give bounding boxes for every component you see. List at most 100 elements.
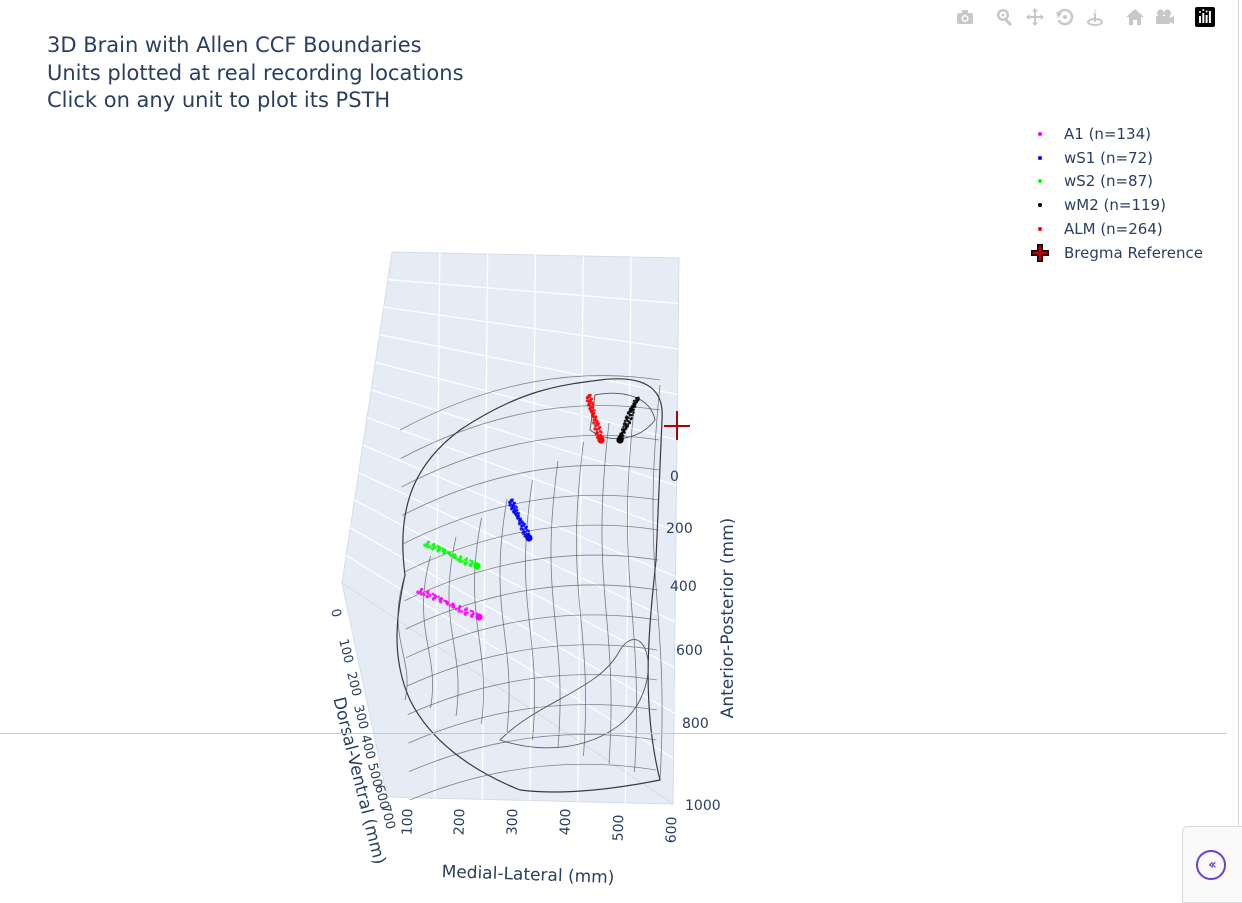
unit-point bbox=[432, 597, 435, 600]
unit-point bbox=[452, 553, 456, 557]
mesh-line bbox=[402, 464, 660, 516]
unit-point bbox=[595, 419, 599, 422]
unit-point bbox=[425, 595, 429, 599]
reset-last-view-icon[interactable] bbox=[1150, 6, 1180, 28]
unit-point bbox=[516, 516, 520, 520]
z-tick-label: 500 bbox=[364, 761, 385, 789]
unit-point bbox=[620, 434, 624, 438]
grid-line-horizontal bbox=[354, 499, 675, 669]
unit-point bbox=[461, 560, 464, 563]
z-tick-label: 300 bbox=[350, 703, 371, 731]
grid-line-horizontal bbox=[387, 278, 679, 305]
legend-item-ws2[interactable]: wS2 (n=87) bbox=[1028, 170, 1203, 194]
unit-point bbox=[428, 545, 432, 549]
unit-point bbox=[635, 396, 638, 400]
legend-marker-alm bbox=[1038, 227, 1042, 232]
unit-point bbox=[464, 558, 468, 562]
legend-item-bregma[interactable]: Bregma Reference bbox=[1028, 241, 1203, 265]
legend-label-bregma: Bregma Reference bbox=[1064, 243, 1203, 262]
unit-point bbox=[622, 425, 625, 429]
unit-point bbox=[438, 600, 442, 603]
unit-point bbox=[465, 561, 469, 564]
unit-point bbox=[623, 428, 626, 431]
z-tick-label: 700 bbox=[377, 803, 398, 831]
turntable-rotation-icon[interactable]: z bbox=[1080, 6, 1110, 28]
divider-line bbox=[0, 733, 1227, 734]
unit-point bbox=[451, 605, 456, 609]
unit-point bbox=[527, 529, 530, 533]
y-tick-label: 800 bbox=[682, 716, 709, 732]
unit-point bbox=[466, 611, 470, 615]
unit-point bbox=[472, 612, 475, 616]
legend-label-alm: ALM (n=264) bbox=[1064, 220, 1163, 239]
unit-point bbox=[426, 545, 429, 549]
unit-point-highlight bbox=[475, 613, 483, 621]
chart-title: 3D Brain with Allen CCF Boundaries Units… bbox=[47, 32, 464, 115]
unit-point bbox=[597, 427, 601, 431]
legend-label-ws2: wS2 (n=87) bbox=[1064, 172, 1153, 191]
legend-item-ws1[interactable]: wS1 (n=72) bbox=[1028, 146, 1203, 170]
grid-line-horizontal bbox=[362, 444, 676, 578]
mesh-line bbox=[400, 405, 660, 459]
y-axis-label: Anterior-Posterior (mm) bbox=[718, 518, 738, 719]
scene-backplanes bbox=[341, 251, 680, 805]
unit-point bbox=[591, 414, 595, 419]
unit-point bbox=[469, 613, 474, 618]
legend-marker-ws1 bbox=[1038, 155, 1042, 160]
unit-point bbox=[509, 498, 513, 502]
unit-point bbox=[592, 412, 596, 415]
z-tick-label: 100 bbox=[335, 637, 356, 665]
unit-point bbox=[458, 557, 461, 560]
y-tick-label: 200 bbox=[666, 521, 693, 537]
x-axis-label: Medial-Lateral (mm) bbox=[441, 862, 614, 888]
grid-line-horizontal bbox=[379, 334, 678, 396]
orbit-rotation-icon[interactable] bbox=[1050, 6, 1080, 28]
mesh-line bbox=[399, 375, 661, 431]
brain-outline bbox=[396, 378, 663, 793]
grid-line-vertical bbox=[577, 255, 584, 802]
legend-item-alm[interactable]: ALM (n=264) bbox=[1028, 217, 1203, 241]
unit-point bbox=[459, 555, 462, 558]
unit-point bbox=[631, 408, 634, 411]
unit-point bbox=[431, 592, 435, 596]
title-line-1: 3D Brain with Allen CCF Boundaries bbox=[47, 33, 422, 57]
legend-marker-ws2 bbox=[1038, 179, 1042, 184]
unit-point bbox=[470, 559, 474, 563]
unit-point bbox=[521, 528, 525, 531]
unit-point bbox=[626, 423, 630, 426]
grid-line-horizontal bbox=[366, 416, 677, 532]
pan-icon[interactable] bbox=[1020, 6, 1050, 28]
reset-camera-icon[interactable] bbox=[1120, 6, 1150, 28]
x-tick-label: 400 bbox=[558, 808, 575, 835]
unit-point-highlight bbox=[597, 436, 605, 444]
legend-label-a1: A1 (n=134) bbox=[1064, 124, 1151, 143]
unit-point bbox=[447, 551, 452, 556]
legend-item-wm2[interactable]: wM2 (n=119) bbox=[1028, 193, 1203, 217]
camera-icon[interactable] bbox=[950, 6, 980, 28]
grid-line-vertical bbox=[624, 256, 632, 803]
unit-point bbox=[422, 592, 426, 597]
unit-point bbox=[588, 402, 592, 406]
collapse-panel-button[interactable]: ‹‹ bbox=[1182, 826, 1242, 903]
plotly-logo-icon[interactable] bbox=[1190, 6, 1220, 28]
mesh-line bbox=[409, 763, 657, 801]
mesh-line bbox=[407, 674, 657, 715]
unit-point bbox=[637, 396, 640, 400]
unit-point bbox=[508, 501, 511, 504]
unit-point bbox=[469, 609, 473, 613]
mesh-line bbox=[576, 441, 586, 757]
x-tick-label: 100 bbox=[400, 808, 417, 835]
legend-item-a1[interactable]: A1 (n=134) bbox=[1028, 122, 1203, 146]
unit-point bbox=[595, 422, 599, 425]
mesh-line bbox=[405, 584, 658, 630]
unit-point bbox=[448, 604, 452, 607]
unit-point bbox=[419, 590, 422, 594]
bregma-marker[interactable] bbox=[664, 411, 690, 440]
unit-point bbox=[425, 543, 429, 546]
unit-point bbox=[592, 418, 596, 422]
unit-point bbox=[525, 532, 528, 536]
unit-markers[interactable] bbox=[416, 393, 640, 621]
zoom-icon[interactable] bbox=[990, 6, 1020, 28]
